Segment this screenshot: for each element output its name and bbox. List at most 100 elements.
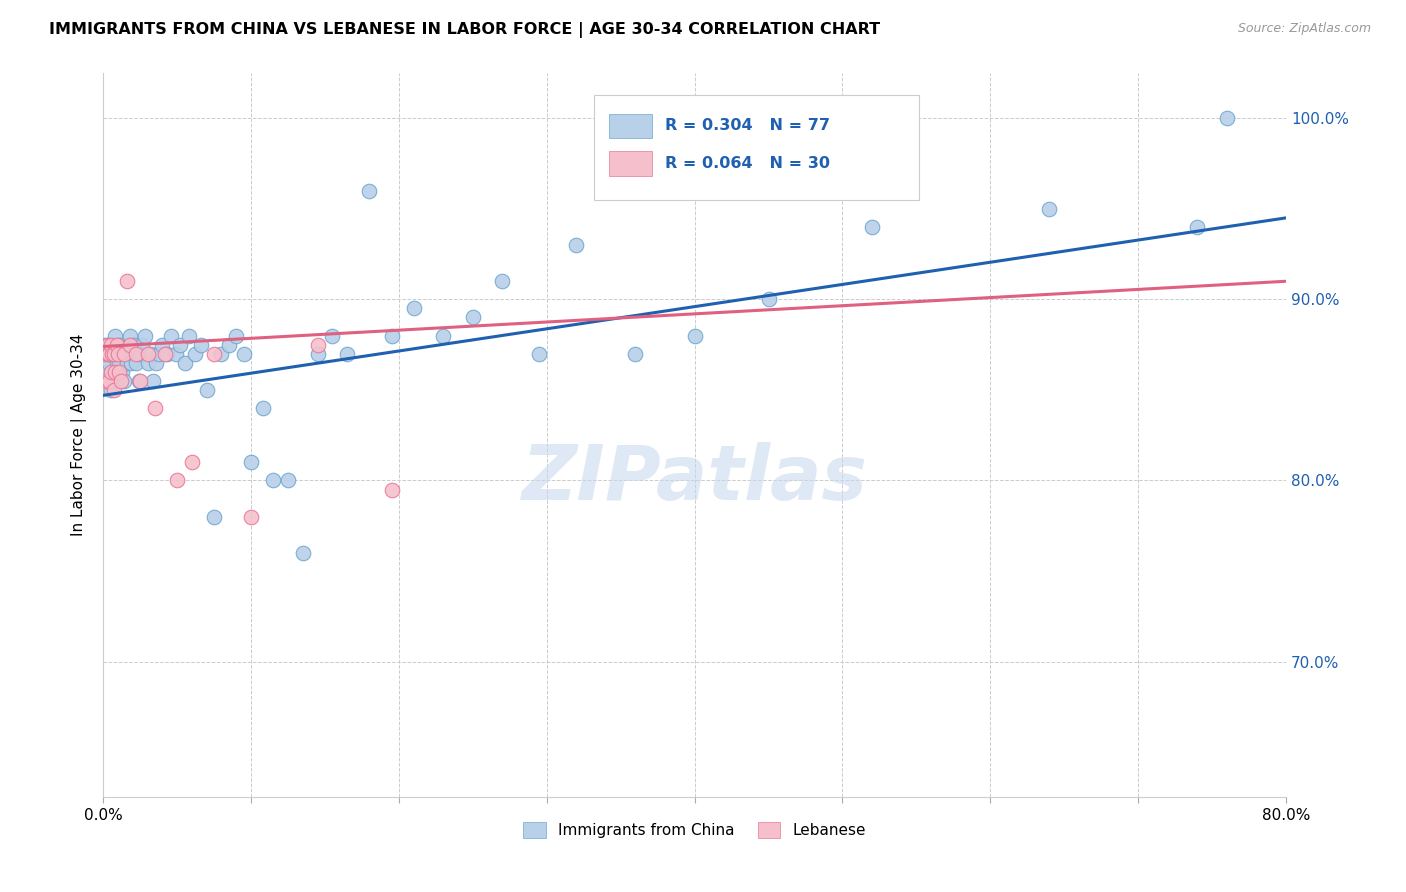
Point <box>98 347 121 361</box>
Point <box>156 347 179 361</box>
Point <box>96 374 118 388</box>
Point <box>148 347 170 361</box>
Point <box>211 347 233 361</box>
Point <box>529 347 551 361</box>
Point <box>195 383 218 397</box>
Point <box>402 301 425 316</box>
Point <box>125 356 148 370</box>
Point <box>380 483 402 497</box>
Point <box>1216 112 1239 126</box>
Point <box>108 356 131 370</box>
Point <box>112 347 135 361</box>
Point <box>860 219 883 234</box>
Point <box>491 274 513 288</box>
Point <box>118 337 141 351</box>
Point <box>97 337 120 351</box>
Point <box>100 365 122 379</box>
Point <box>252 401 274 415</box>
Point <box>101 347 124 361</box>
Point <box>93 337 115 351</box>
Point <box>1187 219 1209 234</box>
Point <box>136 347 159 361</box>
Text: R = 0.304   N = 77: R = 0.304 N = 77 <box>665 119 830 134</box>
Point <box>110 374 132 388</box>
Point <box>134 328 156 343</box>
Point <box>98 374 121 388</box>
Point <box>461 310 484 325</box>
Point <box>683 328 706 343</box>
Point <box>112 374 135 388</box>
Point <box>104 365 127 379</box>
Point <box>165 347 187 361</box>
FancyBboxPatch shape <box>595 95 920 200</box>
Point <box>177 328 200 343</box>
Point <box>118 328 141 343</box>
Point <box>180 455 202 469</box>
Point <box>129 347 152 361</box>
Point <box>103 374 125 388</box>
Point <box>202 509 225 524</box>
Point <box>107 374 129 388</box>
Point <box>120 356 142 370</box>
Point <box>432 328 454 343</box>
Point <box>321 328 343 343</box>
Point <box>103 383 125 397</box>
Point <box>115 356 138 370</box>
Point <box>150 337 173 351</box>
Point <box>307 337 329 351</box>
Point <box>97 347 120 361</box>
Point <box>114 347 136 361</box>
Point <box>105 356 128 370</box>
Text: R = 0.064   N = 30: R = 0.064 N = 30 <box>665 156 830 171</box>
Point <box>139 347 162 361</box>
Point <box>104 365 127 379</box>
Point <box>218 337 240 351</box>
Point <box>108 365 131 379</box>
Point <box>143 401 166 415</box>
Point <box>336 347 359 361</box>
Point <box>565 238 588 252</box>
Point <box>190 337 212 351</box>
Point <box>93 347 115 361</box>
Point <box>107 337 129 351</box>
Point <box>121 347 143 361</box>
Point <box>96 365 118 379</box>
Point <box>101 365 124 379</box>
Point <box>97 337 120 351</box>
Point <box>624 347 647 361</box>
Point <box>104 328 127 343</box>
Point <box>225 328 247 343</box>
Point <box>380 328 402 343</box>
Point <box>202 347 225 361</box>
Point <box>307 347 329 361</box>
Point <box>125 347 148 361</box>
Point <box>758 293 780 307</box>
Point <box>111 365 134 379</box>
Point <box>142 374 165 388</box>
Point <box>1038 202 1060 216</box>
Point <box>173 356 195 370</box>
Point <box>98 374 121 388</box>
Point <box>160 328 183 343</box>
Point <box>145 356 167 370</box>
Point <box>105 337 128 351</box>
Point <box>262 474 284 488</box>
Point <box>108 347 131 361</box>
Point <box>291 546 314 560</box>
Point <box>240 455 263 469</box>
Point <box>359 184 381 198</box>
Point <box>240 509 263 524</box>
Text: ZIPatlas: ZIPatlas <box>522 442 868 516</box>
Point <box>128 374 150 388</box>
Legend: Immigrants from China, Lebanese: Immigrants from China, Lebanese <box>517 816 872 844</box>
Point <box>136 356 159 370</box>
FancyBboxPatch shape <box>609 113 652 138</box>
Point <box>100 337 122 351</box>
Point <box>103 347 125 361</box>
Point <box>98 356 121 370</box>
Point <box>166 474 188 488</box>
Point <box>117 337 139 351</box>
Point <box>110 337 132 351</box>
Point <box>100 347 122 361</box>
Point <box>115 274 138 288</box>
